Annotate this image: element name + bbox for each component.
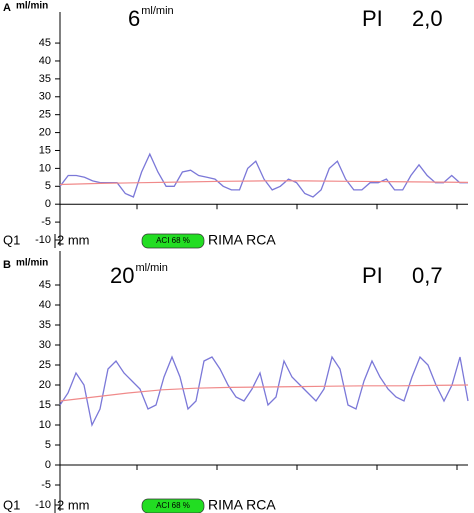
y-tick-label: 0 (45, 198, 51, 210)
flow-line (59, 384, 469, 402)
badge (141, 233, 205, 249)
pi-value: 0,7 (412, 263, 443, 288)
flow-value: 6 (128, 6, 140, 31)
y-tick-label: 20 (39, 379, 51, 391)
flow-line (59, 180, 469, 186)
y-tick-label: -5 (41, 216, 51, 228)
pi-label: PI (362, 263, 383, 288)
flow-line (59, 152, 468, 198)
vessel: RIMA RCA (208, 497, 276, 513)
y-tick-label: -10 (35, 234, 51, 246)
pi-value: 2,0 (412, 6, 443, 31)
flow-unit: ml/min (141, 5, 173, 17)
y-tick-label: 35 (39, 319, 51, 331)
y-unit: ml/min (16, 1, 48, 12)
y-tick-label: -5 (41, 479, 51, 491)
badge-text: ACI 68 % (156, 501, 190, 510)
probe-size: 2 mm (57, 497, 90, 512)
y-tick-label: 45 (39, 279, 51, 291)
y-tick-label: 40 (39, 55, 51, 67)
flow-line (59, 355, 469, 427)
y-tick-label: 15 (39, 399, 51, 411)
panel-label: B (3, 259, 11, 271)
y-tick-label: 30 (39, 91, 51, 103)
flow-value: 20 (110, 263, 134, 288)
probe: Q1 (3, 232, 20, 247)
panel-label: A (3, 2, 11, 14)
pi-label: PI (362, 6, 383, 31)
badge (141, 498, 205, 513)
y-unit: ml/min (16, 258, 48, 269)
vessel: RIMA RCA (208, 232, 276, 248)
y-tick-label: 45 (39, 37, 51, 49)
y-tick-label: 10 (39, 419, 51, 431)
y-tick-label: 35 (39, 73, 51, 85)
y-tick-label: 25 (39, 359, 51, 371)
y-tick-label: 25 (39, 109, 51, 121)
y-tick-label: -10 (35, 499, 51, 511)
y-tick-label: 30 (39, 339, 51, 351)
y-tick-label: 40 (39, 299, 51, 311)
y-tick-label: 20 (39, 126, 51, 138)
y-tick-label: 10 (39, 162, 51, 174)
probe-size: 2 mm (57, 232, 90, 247)
flow-unit: ml/min (135, 262, 167, 274)
y-tick-label: 5 (45, 180, 51, 192)
y-tick-label: 0 (45, 459, 51, 471)
y-tick-label: 15 (39, 144, 51, 156)
y-tick-label: 5 (45, 439, 51, 451)
badge-text: ACI 68 % (156, 236, 190, 245)
probe: Q1 (3, 497, 20, 512)
